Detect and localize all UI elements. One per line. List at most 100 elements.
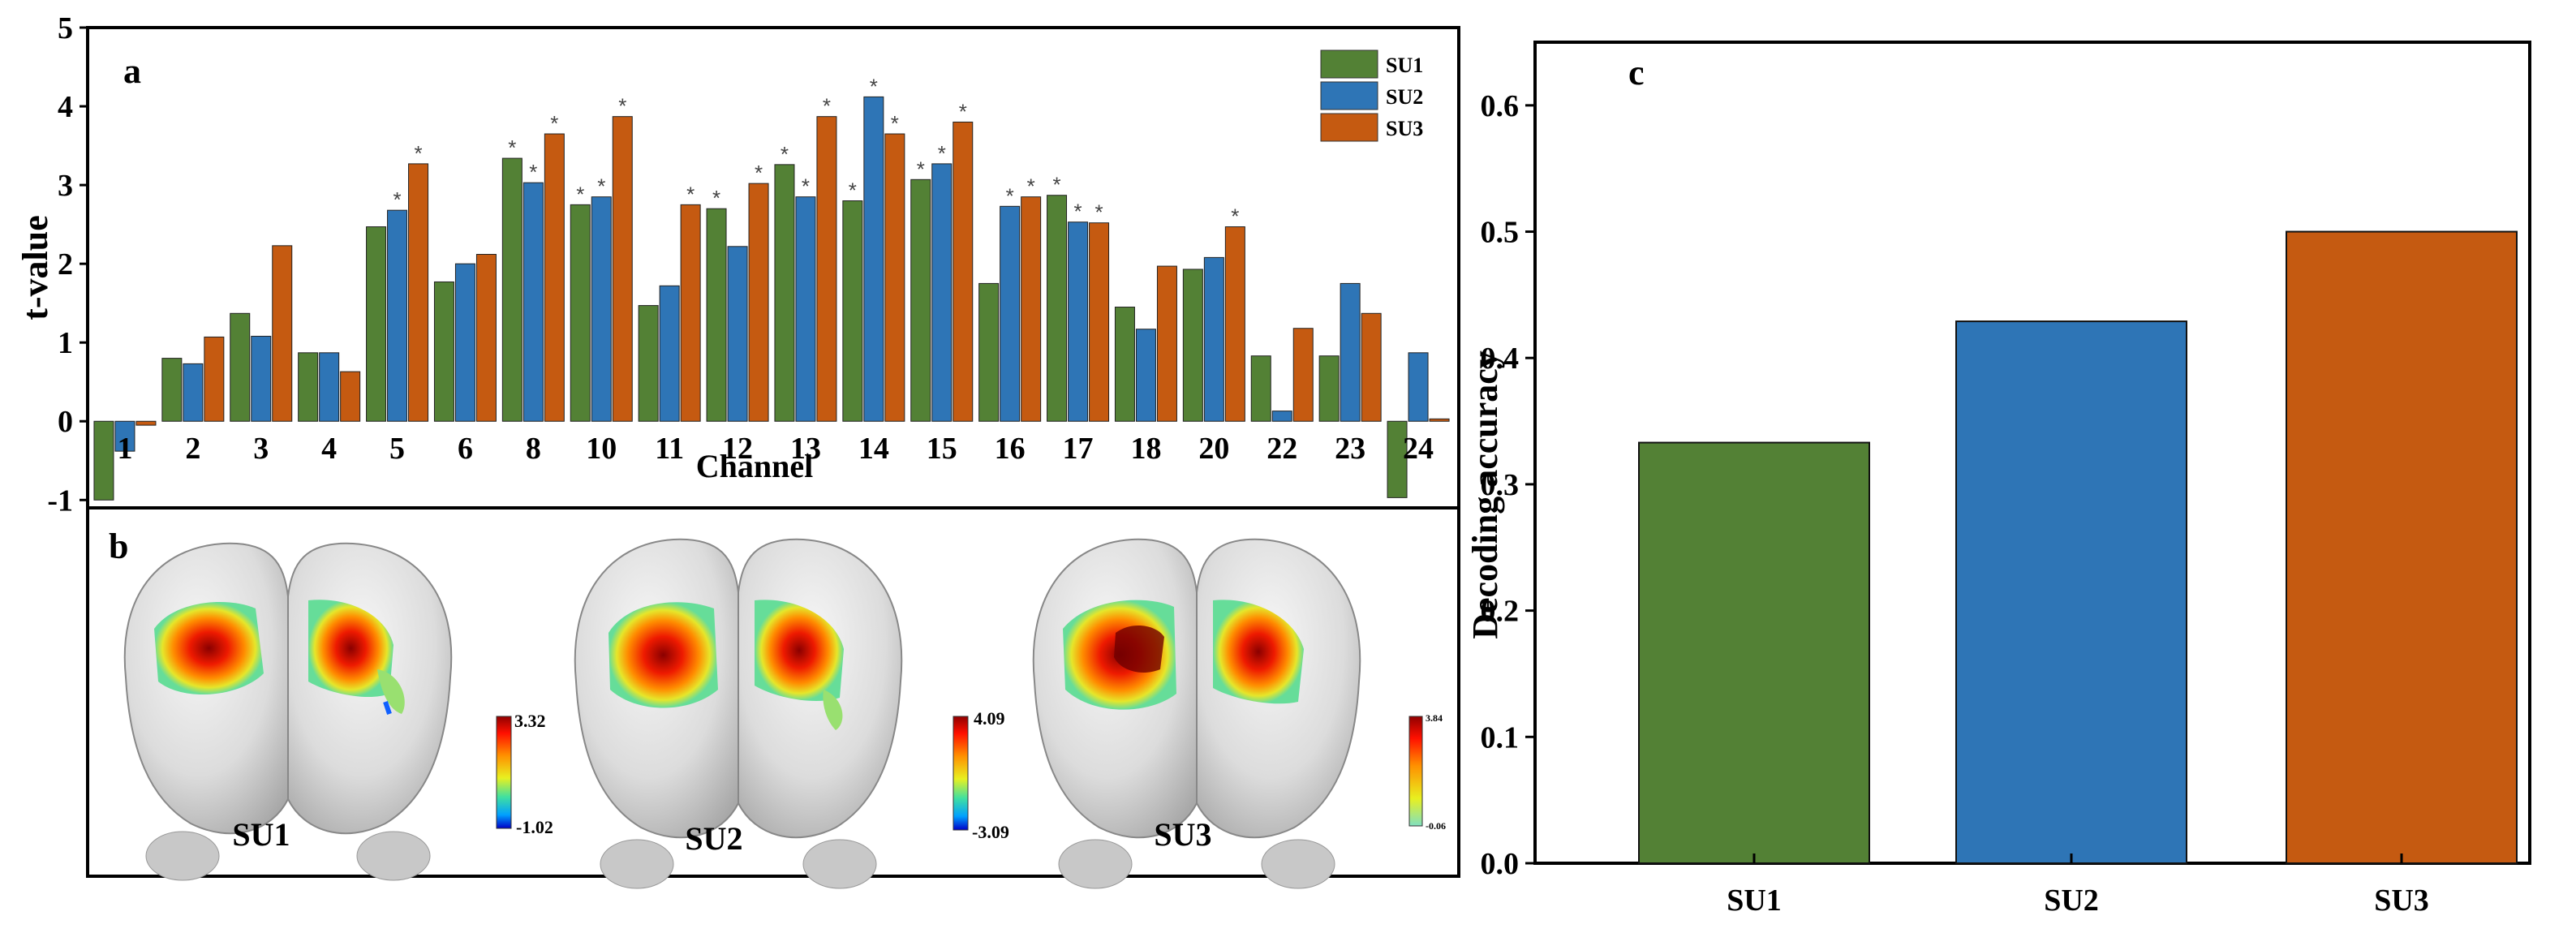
bar-su3-ch12: [748, 183, 769, 422]
activation-right: [755, 600, 844, 702]
brain-temporal-left: [145, 831, 220, 881]
y-tick-label: 1: [58, 326, 73, 360]
x-tick-label: 2: [185, 432, 200, 466]
significance-star: *: [823, 94, 831, 118]
activation-peak: [1114, 625, 1164, 673]
panel-a-x-axis-label: Channel: [696, 448, 814, 484]
bar-su1-ch1: [93, 420, 114, 501]
colorbar-su2-min: -3.09: [972, 822, 1009, 842]
x-tick-label: 18: [1130, 432, 1161, 466]
bar-su1-ch10: [570, 204, 591, 422]
legend-label-su3: SU3: [1386, 117, 1423, 140]
legend: SU1 SU2 SU3: [1320, 49, 1423, 142]
x-tick-label: 20: [1198, 432, 1229, 466]
significance-star: *: [529, 160, 537, 184]
panel-c-y-axis-label: Decoding accuracy: [1465, 350, 1505, 639]
activation-right-edge: [823, 690, 843, 730]
significance-star: *: [1231, 204, 1239, 229]
bar-su1-ch13: [774, 164, 795, 422]
panel-c-label: c: [1628, 53, 1645, 92]
bar-su1-ch24: [1387, 420, 1408, 498]
activation-right: [1213, 600, 1304, 704]
panel-a-bars: [93, 96, 1450, 501]
bar-su3-ch15: [953, 121, 974, 422]
bar-su1: [1638, 441, 1870, 864]
significance-star: *: [393, 187, 401, 212]
colorbar-su3-min: -0.06: [1426, 820, 1446, 832]
panel-c-x-ticks: SU1 SU2 SU3: [1727, 853, 2429, 918]
bar-su2-ch14: [863, 96, 884, 422]
x-tick-label: 3: [253, 432, 269, 466]
significance-star: *: [686, 182, 695, 206]
panel-c-bars: [1638, 230, 2518, 864]
bar-su3-ch4: [340, 371, 361, 422]
brain-temporal-left: [1058, 839, 1133, 889]
bar-su1-ch3: [230, 312, 251, 422]
x-tick-label: SU1: [1727, 884, 1782, 918]
panel-a-y-axis-label: t-value: [15, 215, 55, 320]
colorbar-su1: [496, 716, 512, 829]
bar-su2-ch12: [727, 246, 748, 422]
bar-su1-ch16: [978, 282, 1000, 422]
bar-su1-ch18: [1114, 307, 1135, 422]
brain-map-su2-label: SU2: [685, 820, 742, 857]
bar-su1-ch2: [161, 358, 183, 422]
significance-star: *: [712, 186, 720, 210]
bar-su3-ch3: [272, 245, 293, 422]
x-tick-label: 8: [526, 432, 541, 466]
y-tick-label: 5: [58, 11, 73, 45]
bar-su2-ch6: [454, 263, 475, 422]
brain-map-su3-label: SU3: [1154, 816, 1211, 853]
bar-su1-ch20: [1182, 269, 1203, 422]
panel-a-frame: [86, 26, 1460, 509]
activation-left: [609, 602, 718, 708]
bar-su3-ch14: [884, 133, 905, 422]
y-tick-label: 0.0: [1481, 847, 1520, 881]
x-tick-label: 6: [458, 432, 473, 466]
panel-b-label: b: [109, 527, 128, 566]
y-tick-label: 0.2: [1481, 595, 1520, 629]
x-tick-label: 5: [389, 432, 405, 466]
x-tick-label: 22: [1266, 432, 1297, 466]
panel-b-frame: [86, 506, 1460, 878]
bar-su2-ch10: [591, 196, 612, 422]
y-tick-label: 0.5: [1481, 216, 1520, 250]
significance-star: *: [508, 135, 516, 160]
significance-star: *: [938, 141, 946, 166]
bar-su3-ch22: [1292, 328, 1314, 422]
bar-su1-ch8: [501, 157, 523, 422]
x-tick-label: 24: [1403, 432, 1434, 466]
panel-b: b 3.32 -1.02 SU1 4.09 -3.09 S: [86, 506, 1460, 889]
bar-su2-ch23: [1340, 282, 1361, 422]
colorbar-su3: [1408, 716, 1423, 827]
y-tick-label: 0.6: [1481, 89, 1520, 123]
bar-su1-ch15: [910, 178, 931, 422]
bar-su1-ch12: [706, 208, 727, 422]
bar-su2-ch13: [795, 196, 816, 422]
panel-a-label: a: [123, 51, 141, 91]
bar-su3-ch16: [1021, 196, 1042, 422]
bar-su1-ch6: [433, 281, 454, 422]
y-tick-label: 0.3: [1481, 468, 1520, 502]
bar-su2-ch22: [1271, 411, 1292, 422]
colorbar-su2: [953, 716, 969, 831]
brain-map-su3: [1032, 538, 1361, 889]
panel-a-significance-markers: * * * * * * * * * * * * * * * * * * * * * * * * * *: [393, 74, 1239, 228]
legend-swatch-su1: [1320, 49, 1378, 79]
activation-right: [308, 600, 393, 698]
x-tick-label: 15: [927, 432, 957, 466]
significance-star: *: [802, 174, 810, 199]
bar-su2-ch15: [931, 163, 953, 422]
significance-star: *: [891, 111, 899, 135]
x-tick-label: 16: [995, 432, 1026, 466]
bar-su1-ch22: [1250, 355, 1271, 422]
significance-star: *: [550, 111, 558, 135]
significance-star: *: [1094, 200, 1103, 225]
colorbar-su2-max: 4.09: [974, 708, 1005, 729]
brain-temporal-right: [1261, 839, 1335, 889]
significance-star: *: [1073, 200, 1082, 224]
bar-su1-ch4: [298, 352, 319, 422]
bar-su2-ch5: [387, 209, 408, 422]
